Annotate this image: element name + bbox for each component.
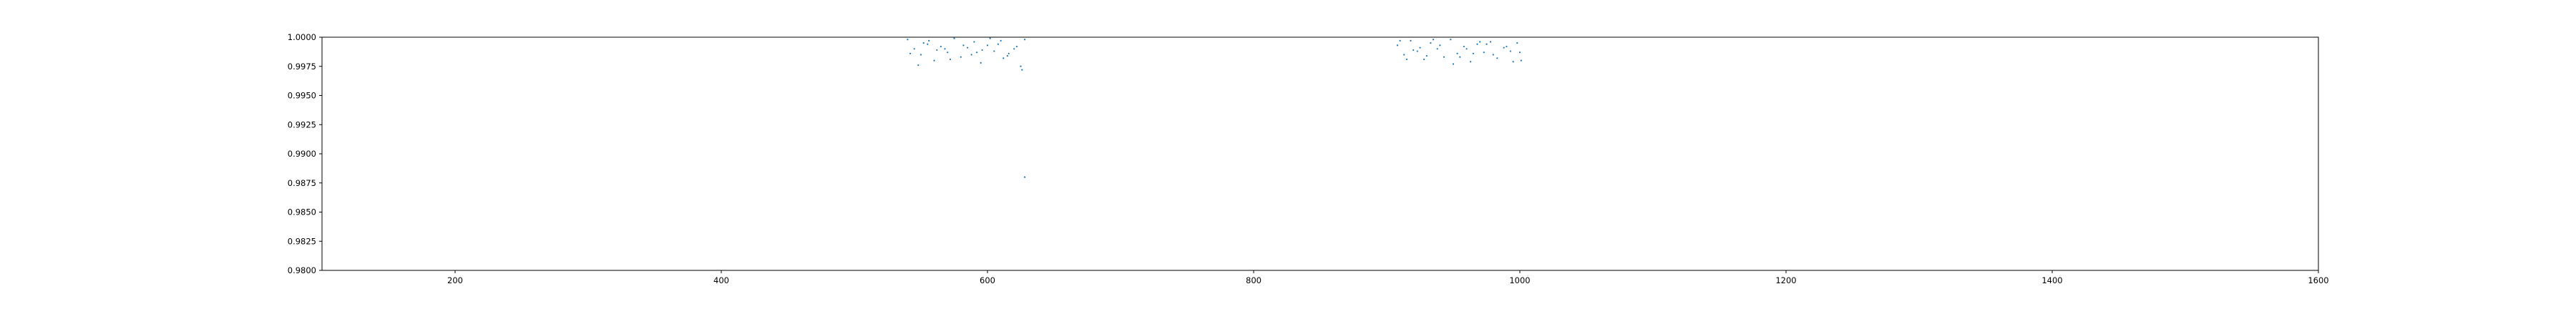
data-point	[976, 52, 978, 54]
data-point	[1020, 65, 1022, 67]
data-point	[1516, 42, 1518, 44]
x-tick-label: 1400	[2041, 275, 2062, 285]
data-point	[986, 44, 989, 46]
y-tick-label: 0.9850	[288, 207, 316, 217]
data-point	[1483, 52, 1485, 54]
data-point	[1503, 46, 1505, 49]
data-point	[1430, 42, 1432, 44]
x-tick-label: 1600	[2308, 275, 2328, 285]
data-point	[953, 37, 955, 39]
y-tick-label: 0.9950	[288, 91, 316, 101]
data-point	[1006, 54, 1008, 57]
data-point	[1485, 43, 1488, 45]
data-point	[1399, 39, 1401, 41]
data-point	[1512, 61, 1514, 63]
y-tick-label: 0.9900	[288, 149, 316, 159]
data-point	[962, 44, 965, 46]
y-tick-label: 0.9800	[288, 265, 316, 275]
x-tick-label: 1000	[1509, 275, 1530, 285]
data-point	[1509, 50, 1512, 52]
data-point	[907, 39, 909, 41]
x-tick-label: 600	[980, 275, 995, 285]
data-point	[1403, 54, 1405, 56]
data-point	[1425, 54, 1428, 57]
data-point	[967, 46, 969, 49]
data-point	[919, 54, 922, 56]
data-point	[1463, 45, 1465, 48]
plot-area	[321, 36, 2319, 271]
data-point	[1008, 52, 1010, 54]
x-tick-label: 400	[713, 275, 729, 285]
data-point	[1021, 69, 1023, 71]
data-point	[1476, 43, 1478, 45]
data-point	[1450, 39, 1452, 41]
data-point	[1023, 176, 1026, 178]
data-point	[1479, 41, 1481, 43]
data-point	[1405, 58, 1407, 61]
data-point	[1436, 48, 1438, 50]
x-axis: 200 400 600 800 1000 1200 1400 1600	[447, 270, 2329, 285]
data-point	[1443, 56, 1445, 58]
x-tick-label: 200	[447, 275, 463, 285]
y-tick-label: 0.9925	[288, 119, 316, 129]
data-point	[1433, 39, 1435, 41]
data-point	[993, 50, 995, 52]
data-point	[1459, 56, 1461, 58]
data-points	[907, 37, 1522, 178]
data-point	[973, 41, 975, 43]
x-tick-label: 800	[1246, 275, 1262, 285]
data-point	[989, 37, 991, 39]
data-point	[1000, 39, 1002, 41]
data-point	[980, 62, 982, 64]
data-point	[1023, 39, 1026, 41]
data-point	[944, 48, 946, 50]
data-point	[1002, 57, 1005, 59]
data-point	[947, 52, 949, 54]
y-tick-label: 1.0000	[288, 32, 316, 42]
data-point	[1013, 48, 1015, 50]
data-point	[1492, 54, 1494, 56]
y-tick-label: 0.9975	[288, 62, 316, 72]
data-point	[1506, 45, 1508, 48]
data-point	[960, 56, 962, 58]
data-point	[940, 45, 942, 48]
data-point	[1396, 44, 1398, 46]
data-point	[1465, 48, 1468, 50]
data-point	[1456, 52, 1458, 54]
data-point	[933, 59, 935, 62]
data-point	[1520, 59, 1522, 62]
data-point	[913, 48, 915, 50]
x-tick-label: 1200	[1775, 275, 1796, 285]
data-point	[1423, 58, 1425, 61]
data-point	[909, 52, 912, 54]
data-point	[1452, 63, 1455, 65]
data-point	[1470, 61, 1472, 63]
data-point	[1472, 52, 1474, 54]
data-point	[1015, 45, 1018, 48]
data-point	[949, 58, 952, 61]
data-point	[928, 39, 930, 41]
data-point	[1416, 50, 1418, 52]
data-point	[917, 64, 919, 67]
data-point	[1410, 39, 1412, 41]
y-axis: 0.9800 0.9825 0.9850 0.9875 0.9900 0.9925 0.99…	[288, 32, 322, 275]
data-point	[997, 43, 999, 45]
data-point	[1518, 52, 1521, 54]
data-point	[936, 49, 938, 52]
data-point	[1496, 57, 1498, 59]
data-point	[1439, 44, 1441, 46]
y-tick-label: 0.9825	[288, 236, 316, 246]
data-point	[1489, 41, 1492, 43]
data-point	[1419, 46, 1421, 49]
data-point	[922, 42, 924, 44]
y-tick-label: 0.9875	[288, 178, 316, 188]
data-point	[970, 54, 972, 56]
data-point	[927, 43, 929, 45]
data-point	[1413, 49, 1415, 52]
data-point	[981, 49, 983, 52]
